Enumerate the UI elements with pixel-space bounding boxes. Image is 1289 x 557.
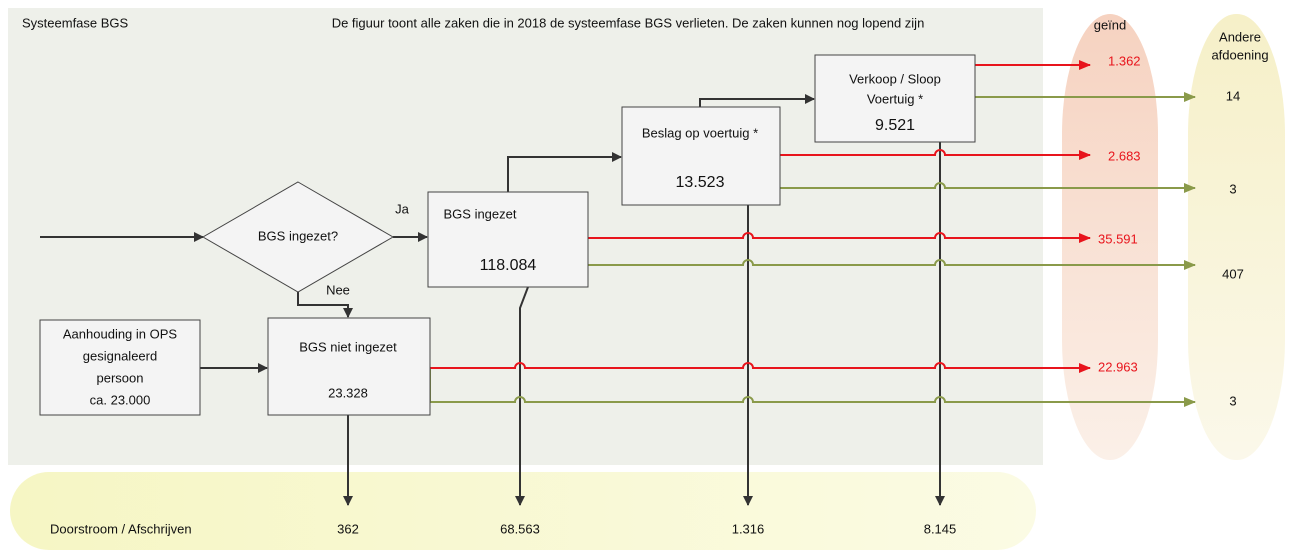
geind-value: 35.591 bbox=[1098, 231, 1138, 246]
box-label: ca. 23.000 bbox=[90, 392, 151, 407]
box-label: Verkoop / Sloop bbox=[849, 71, 941, 86]
box-label: Beslag op voertuig * bbox=[642, 125, 758, 140]
box-value: 9.521 bbox=[875, 117, 915, 134]
andere-value: 3 bbox=[1229, 181, 1236, 196]
box-label: BGS niet ingezet bbox=[299, 339, 397, 354]
box bbox=[814, 54, 976, 143]
geind-value: 2.683 bbox=[1108, 148, 1141, 163]
connectors bbox=[40, 60, 1196, 506]
outcome-arrow bbox=[780, 149, 1091, 160]
andere-heading: afdoening bbox=[1211, 47, 1268, 62]
outcome-arrow bbox=[588, 259, 1196, 270]
andere-value: 407 bbox=[1222, 266, 1244, 281]
doorstroom-value: 362 bbox=[337, 521, 359, 536]
outcome-arrow bbox=[588, 232, 1091, 243]
doorstroom-label: Doorstroom / Afschrijven bbox=[50, 521, 192, 536]
andere-heading: Andere bbox=[1219, 29, 1261, 44]
box-label: Aanhouding in OPS bbox=[63, 326, 178, 341]
outcome-arrow bbox=[430, 362, 1091, 373]
doorstroom-value: 1.316 bbox=[732, 521, 765, 536]
doorstroom-value: 68.563 bbox=[500, 521, 540, 536]
decision bbox=[202, 181, 394, 293]
geind-value: 22.963 bbox=[1098, 359, 1138, 374]
geind-column bbox=[1062, 14, 1158, 460]
outcome-arrow bbox=[430, 396, 1196, 407]
panel-caption: De figuur toont alle zaken die in 2018 d… bbox=[332, 15, 925, 30]
box-label: gesignaleerd bbox=[83, 348, 157, 363]
box bbox=[427, 191, 589, 288]
box bbox=[621, 106, 781, 206]
andere-column bbox=[1188, 14, 1285, 460]
andere-value: 3 bbox=[1229, 393, 1236, 408]
no-label: Nee bbox=[326, 282, 350, 297]
andere-value: 14 bbox=[1226, 88, 1240, 103]
panel-title: Systeemfase BGS bbox=[22, 15, 129, 30]
doorstroom-band bbox=[10, 472, 1036, 550]
doorstroom-value: 8.145 bbox=[924, 521, 957, 536]
arrow bbox=[297, 292, 353, 318]
geind-value: 1.362 bbox=[1108, 53, 1141, 68]
decision-label: BGS ingezet? bbox=[258, 228, 338, 243]
box-value: 13.523 bbox=[676, 174, 725, 191]
box-value: 118.084 bbox=[480, 257, 537, 274]
box-value: 23.328 bbox=[328, 385, 368, 400]
box-label: persoon bbox=[97, 370, 144, 385]
arrow bbox=[515, 286, 529, 506]
box bbox=[39, 319, 201, 416]
box-label: BGS ingezet bbox=[444, 206, 517, 221]
box bbox=[267, 317, 431, 416]
arrow bbox=[507, 152, 622, 192]
arrow bbox=[699, 94, 815, 107]
geind-heading: geïnd bbox=[1094, 17, 1127, 32]
box-label: Voertuig * bbox=[867, 91, 923, 106]
outcome-arrow bbox=[780, 182, 1196, 193]
yes-label: Ja bbox=[395, 201, 410, 216]
